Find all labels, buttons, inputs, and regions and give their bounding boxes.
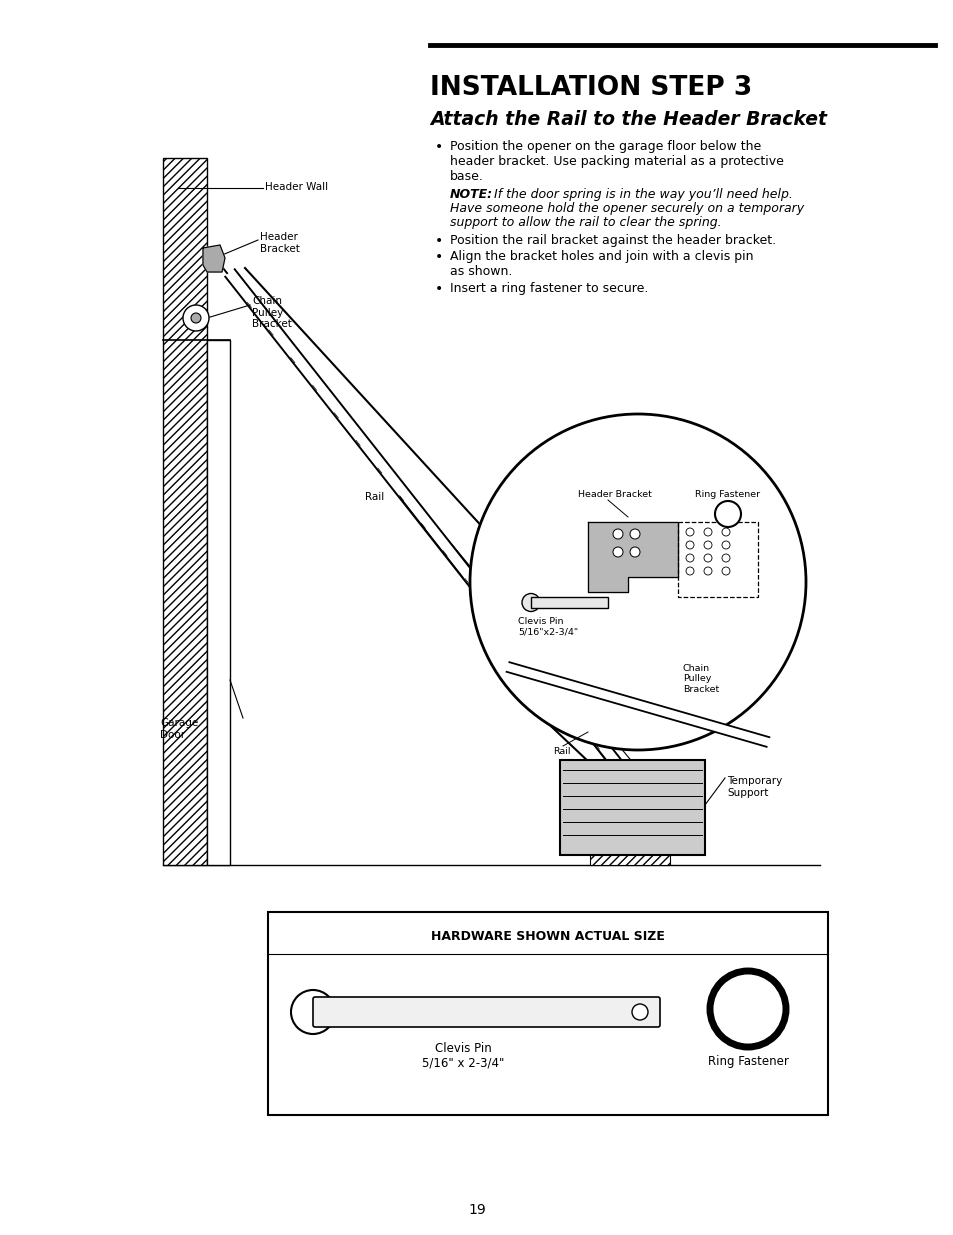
Text: •: • xyxy=(435,140,443,154)
Polygon shape xyxy=(203,245,225,272)
Circle shape xyxy=(714,501,740,527)
Text: 5/16" x 2-3/4": 5/16" x 2-3/4" xyxy=(421,1057,503,1070)
Text: Header Wall: Header Wall xyxy=(265,182,328,191)
Bar xyxy=(531,597,607,608)
Text: •: • xyxy=(435,282,443,296)
FancyBboxPatch shape xyxy=(559,760,704,855)
Circle shape xyxy=(631,1004,647,1020)
Circle shape xyxy=(629,547,639,557)
Circle shape xyxy=(629,529,639,538)
Text: Temporary
Support: Temporary Support xyxy=(726,776,781,798)
FancyBboxPatch shape xyxy=(313,997,659,1028)
Text: Header
Bracket: Header Bracket xyxy=(260,232,299,253)
Text: header bracket. Use packing material as a protective: header bracket. Use packing material as … xyxy=(450,156,783,168)
Text: Chain
Pulley
Bracket: Chain Pulley Bracket xyxy=(682,664,719,694)
Circle shape xyxy=(470,414,805,750)
Text: •: • xyxy=(435,233,443,248)
Text: Position the opener on the garage floor below the: Position the opener on the garage floor … xyxy=(450,140,760,153)
Bar xyxy=(163,158,207,864)
Text: Clevis Pin: Clevis Pin xyxy=(435,1042,491,1055)
Polygon shape xyxy=(226,269,669,829)
Text: Rail: Rail xyxy=(553,747,570,756)
Circle shape xyxy=(183,305,209,331)
Circle shape xyxy=(191,312,201,324)
Text: Ring Fastener: Ring Fastener xyxy=(707,1055,787,1068)
Circle shape xyxy=(613,547,622,557)
Text: Attach the Rail to the Header Bracket: Attach the Rail to the Header Bracket xyxy=(430,110,826,128)
Text: 19: 19 xyxy=(468,1203,485,1216)
Bar xyxy=(678,522,758,597)
Text: Insert a ring fastener to secure.: Insert a ring fastener to secure. xyxy=(450,282,648,295)
Text: Header Bracket: Header Bracket xyxy=(578,490,651,499)
Text: Garage
Door: Garage Door xyxy=(160,718,198,740)
Text: If the door spring is in the way you’ll need help.: If the door spring is in the way you’ll … xyxy=(490,188,792,201)
Text: Chain
Pulley
Bracket: Chain Pulley Bracket xyxy=(252,296,292,330)
Circle shape xyxy=(521,594,539,611)
Circle shape xyxy=(291,990,335,1034)
Bar xyxy=(207,340,230,864)
Text: HARDWARE SHOWN ACTUAL SIZE: HARDWARE SHOWN ACTUAL SIZE xyxy=(431,930,664,944)
Text: Rail: Rail xyxy=(365,492,384,501)
Polygon shape xyxy=(506,663,768,746)
Circle shape xyxy=(613,529,622,538)
Bar xyxy=(268,911,827,1115)
Text: •: • xyxy=(435,249,443,264)
Text: base.: base. xyxy=(450,170,483,183)
Text: NOTE:: NOTE: xyxy=(450,188,493,201)
Text: Align the bracket holes and join with a clevis pin: Align the bracket holes and join with a … xyxy=(450,249,753,263)
Text: Ring Fastener: Ring Fastener xyxy=(695,490,760,499)
Text: Clevis Pin
5/16"x2-3/4": Clevis Pin 5/16"x2-3/4" xyxy=(517,618,578,636)
Text: as shown.: as shown. xyxy=(450,266,512,278)
Text: Position the rail bracket against the header bracket.: Position the rail bracket against the he… xyxy=(450,233,776,247)
Bar xyxy=(589,837,669,864)
Text: support to allow the rail to clear the spring.: support to allow the rail to clear the s… xyxy=(450,216,720,228)
Circle shape xyxy=(709,971,785,1047)
Text: INSTALLATION STEP 3: INSTALLATION STEP 3 xyxy=(430,75,752,101)
Polygon shape xyxy=(587,522,678,592)
Text: Have someone hold the opener securely on a temporary: Have someone hold the opener securely on… xyxy=(450,203,803,215)
